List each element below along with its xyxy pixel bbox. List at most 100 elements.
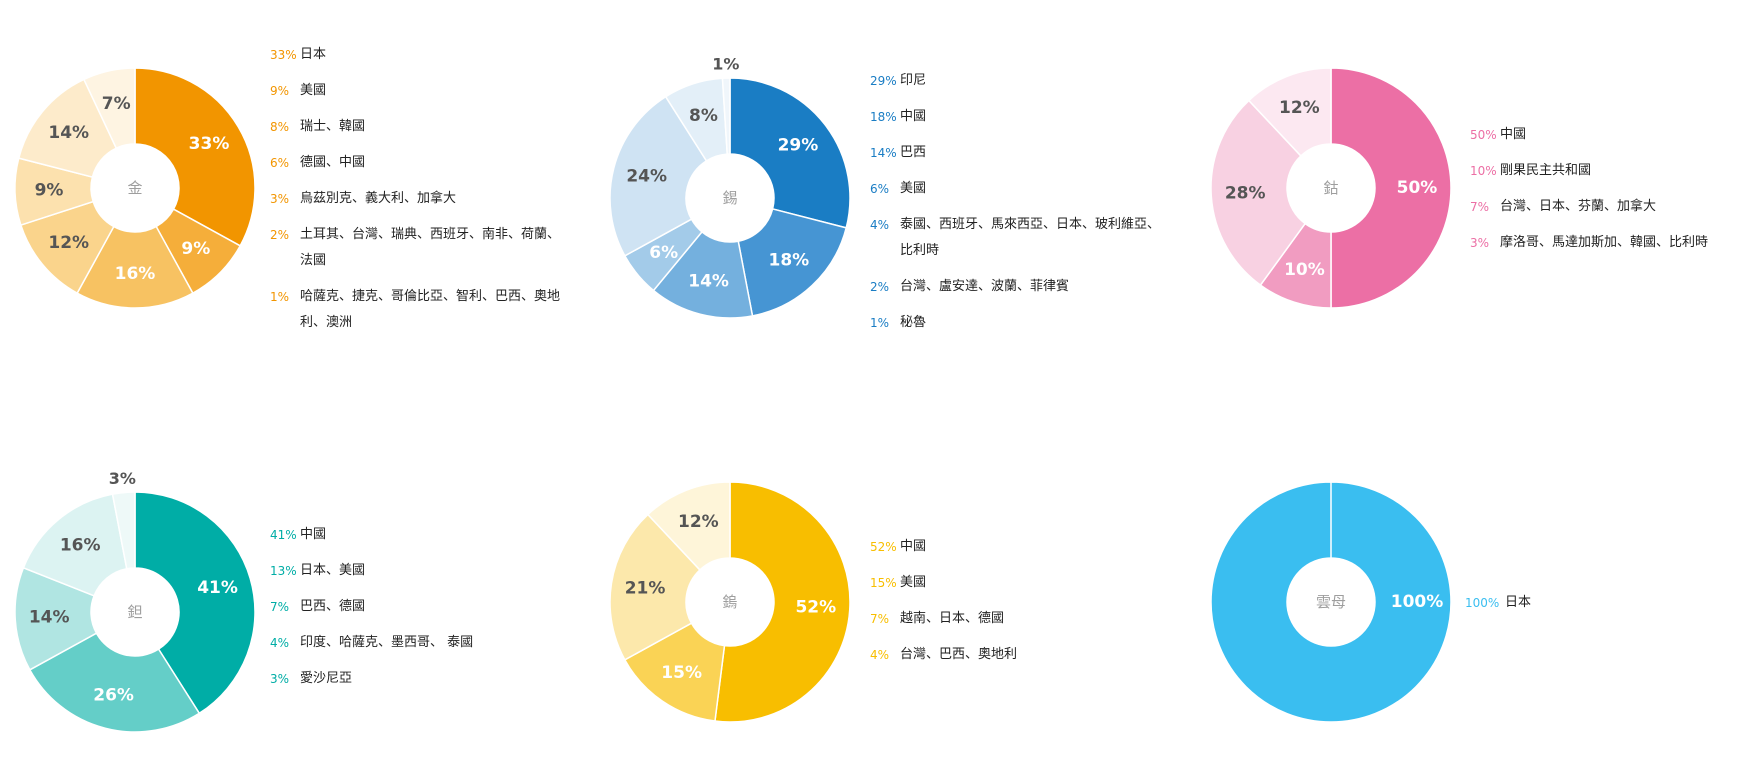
slice-label: 50% xyxy=(1397,178,1438,198)
slice-label: 9% xyxy=(181,239,210,259)
pie-chart-cobalt: 50% 10% 28% 12% 鈷 xyxy=(1210,67,1452,309)
slice-label: 100% xyxy=(1391,592,1444,612)
slice-label: 21% xyxy=(625,579,666,599)
legend-pct: 7% xyxy=(1470,200,1490,214)
legend-pct: 29% xyxy=(870,74,897,88)
legend-pct: 6% xyxy=(870,182,890,196)
slice-label: 12% xyxy=(1279,98,1320,118)
legend-item: 50% 中國 xyxy=(1470,122,1760,148)
legend-text: 烏茲別克、義大利、加拿大 xyxy=(300,191,457,206)
legend-text: 中國 xyxy=(300,527,327,542)
slice-label: 28% xyxy=(1225,183,1266,203)
legend-pct: 15% xyxy=(870,576,897,590)
legend-item: 6% 德國、中國 xyxy=(270,150,570,176)
legend-pct: 7% xyxy=(870,612,890,626)
legend-text: 台灣、巴西、奧地利 xyxy=(900,647,1018,662)
legend-pct: 33% xyxy=(270,48,297,62)
legend-tin: 29% 印尼 18% 中國 14% 巴西 6% 美國 4% 泰國、西班牙、馬來西… xyxy=(870,68,1170,346)
slice-label: 16% xyxy=(115,264,156,284)
slice-label: 7% xyxy=(102,94,131,114)
legend-item: 4% 台灣、巴西、奧地利 xyxy=(870,642,1170,668)
slice-label: 24% xyxy=(626,167,667,187)
legend-text: 秘魯 xyxy=(900,315,927,330)
legend-pct: 18% xyxy=(870,110,897,124)
pie-chart-tungsten: 52% 15% 21% 12% 鎢 xyxy=(609,481,851,723)
legend-pct: 13% xyxy=(270,564,297,578)
legend-text: 日本、美國 xyxy=(300,563,366,578)
slice-label: 10% xyxy=(1284,260,1325,280)
legend-pct: 4% xyxy=(270,636,290,650)
legend-item: 7% 巴西、德國 xyxy=(270,594,570,620)
legend-text: 日本 xyxy=(1505,595,1532,610)
slice-label: 6% xyxy=(649,243,678,263)
legend-pct: 1% xyxy=(270,290,290,304)
legend-item: 2% 土耳其、台灣、瑞典、西班牙、南非、荷蘭、法國 xyxy=(270,222,570,274)
pie-chart-mica: 100% 雲母 xyxy=(1210,481,1452,723)
legend-text: 摩洛哥、馬達加斯加、韓國、比利時 xyxy=(1500,235,1709,250)
legend-tungsten: 52% 中國 15% 美國 7% 越南、日本、德國 4% 台灣、巴西、奧地利 xyxy=(870,534,1170,678)
legend-pct: 3% xyxy=(270,192,290,206)
legend-pct: 7% xyxy=(270,600,290,614)
slice-label: 15% xyxy=(661,663,702,683)
slice-label: 14% xyxy=(48,123,89,143)
legend-pct: 3% xyxy=(1470,236,1490,250)
donut-hole xyxy=(686,154,774,242)
legend-item: 3% 愛沙尼亞 xyxy=(270,666,570,692)
donut-hole xyxy=(1287,144,1375,232)
legend-item: 6% 美國 xyxy=(870,176,1170,202)
slice-label: 3% xyxy=(109,469,136,488)
legend-text: 德國、中國 xyxy=(300,155,366,170)
legend-item: 1% 秘魯 xyxy=(870,310,1170,336)
legend-item: 52% 中國 xyxy=(870,534,1170,560)
donut-hole xyxy=(91,568,179,656)
legend-item: 3% 摩洛哥、馬達加斯加、韓國、比利時 xyxy=(1470,230,1760,256)
legend-pct: 14% xyxy=(870,146,897,160)
center-label: 鉭 xyxy=(127,603,142,621)
legend-text: 中國 xyxy=(900,539,927,554)
center-label: 鎢 xyxy=(722,593,737,611)
slice-label: 41% xyxy=(197,578,238,598)
legend-pct: 6% xyxy=(270,156,290,170)
slice-label: 14% xyxy=(29,607,70,627)
pie-chart-gold: 33% 9% 16% 12% 9% 14% 7% 金 xyxy=(14,67,256,309)
legend-pct: 4% xyxy=(870,648,890,662)
legend-item: 15% 美國 xyxy=(870,570,1170,596)
legend-text: 瑞士、韓國 xyxy=(300,119,366,134)
legend-item: 29% 印尼 xyxy=(870,68,1170,94)
legend-item: 3% 烏茲別克、義大利、加拿大 xyxy=(270,186,570,212)
slice-label: 14% xyxy=(688,271,729,291)
legend-pct: 4% xyxy=(870,218,890,232)
legend-tantalum: 41% 中國 13% 日本、美國 7% 巴西、德國 4% 印度、哈薩克、墨西哥、… xyxy=(270,522,570,702)
legend-item: 10% 剛果民主共和國 xyxy=(1470,158,1760,184)
legend-item: 14% 巴西 xyxy=(870,140,1170,166)
legend-pct: 2% xyxy=(870,280,890,294)
slice-label: 12% xyxy=(48,233,89,253)
center-label: 錫 xyxy=(722,189,737,207)
legend-text: 愛沙尼亞 xyxy=(300,671,353,686)
legend-text: 巴西、德國 xyxy=(300,599,366,614)
legend-cobalt: 50% 中國 10% 剛果民主共和國 7% 台灣、日本、芬蘭、加拿大 3% 摩洛… xyxy=(1470,122,1760,266)
legend-text: 台灣、日本、芬蘭、加拿大 xyxy=(1500,199,1657,214)
legend-item: 18% 中國 xyxy=(870,104,1170,130)
legend-item: 4% 印度、哈薩克、墨西哥、 泰國 xyxy=(270,630,570,656)
legend-pct: 10% xyxy=(1470,164,1497,178)
center-label: 金 xyxy=(127,179,142,197)
legend-text: 越南、日本、德國 xyxy=(900,611,1005,626)
slice-label: 33% xyxy=(189,134,230,154)
legend-pct: 8% xyxy=(270,120,290,134)
legend-pct: 100% xyxy=(1465,596,1500,610)
legend-item: 4% 泰國、西班牙、馬來西亞、日本、玻利維亞、比利時 xyxy=(870,212,1170,264)
legend-text: 台灣、盧安達、波蘭、菲律賓 xyxy=(900,279,1070,294)
donut-hole xyxy=(1287,558,1375,646)
legend-text: 印尼 xyxy=(900,73,927,88)
legend-item: 8% 瑞士、韓國 xyxy=(270,114,570,140)
center-label: 鈷 xyxy=(1323,179,1338,197)
slice-label: 16% xyxy=(60,536,101,556)
legend-text: 印度、哈薩克、墨西哥、 泰國 xyxy=(300,635,474,650)
slice-label: 26% xyxy=(93,685,134,705)
legend-pct: 41% xyxy=(270,528,297,542)
legend-gold: 33% 日本 9% 美國 8% 瑞士、韓國 6% 德國、中國 3% 烏茲別克、義… xyxy=(270,42,570,346)
legend-mica: 100% 日本 xyxy=(1465,590,1755,626)
legend-item: 2% 台灣、盧安達、波蘭、菲律賓 xyxy=(870,274,1170,300)
slice-label: 18% xyxy=(769,251,810,271)
